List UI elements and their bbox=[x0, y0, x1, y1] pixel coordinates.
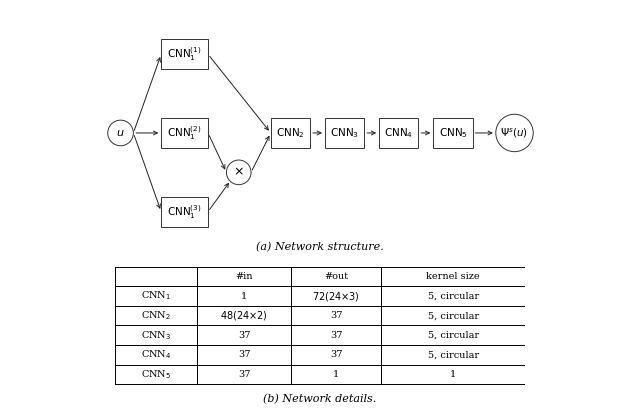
Text: kernel size: kernel size bbox=[426, 272, 480, 281]
Text: $\mathrm{CNN}_1^{(1)}$: $\mathrm{CNN}_1^{(1)}$ bbox=[167, 45, 202, 63]
Text: (b) Network details.: (b) Network details. bbox=[264, 394, 376, 404]
Text: 37: 37 bbox=[330, 350, 342, 359]
Text: $\Psi^s(u)$: $\Psi^s(u)$ bbox=[500, 126, 529, 140]
Text: 37: 37 bbox=[238, 350, 250, 359]
Circle shape bbox=[227, 160, 251, 185]
FancyBboxPatch shape bbox=[161, 197, 208, 226]
FancyBboxPatch shape bbox=[161, 39, 208, 69]
Text: 1: 1 bbox=[450, 370, 456, 379]
Circle shape bbox=[496, 114, 533, 152]
FancyBboxPatch shape bbox=[325, 118, 364, 148]
Text: $72(24{\times}3)$: $72(24{\times}3)$ bbox=[312, 290, 360, 303]
Text: $\mathrm{CNN}_5$: $\mathrm{CNN}_5$ bbox=[438, 126, 467, 140]
FancyBboxPatch shape bbox=[433, 118, 473, 148]
Text: 1: 1 bbox=[241, 292, 247, 301]
Text: CNN$_4$: CNN$_4$ bbox=[141, 349, 172, 361]
Text: 37: 37 bbox=[330, 311, 342, 320]
FancyBboxPatch shape bbox=[161, 118, 208, 148]
Text: CNN$_1$: CNN$_1$ bbox=[141, 290, 172, 302]
Text: 5, circular: 5, circular bbox=[428, 331, 479, 340]
Text: $\times$: $\times$ bbox=[234, 166, 244, 179]
FancyBboxPatch shape bbox=[271, 118, 310, 148]
Text: $\mathrm{CNN}_1^{(3)}$: $\mathrm{CNN}_1^{(3)}$ bbox=[167, 203, 202, 221]
Circle shape bbox=[108, 120, 133, 146]
Text: $\mathrm{CNN}_3$: $\mathrm{CNN}_3$ bbox=[330, 126, 359, 140]
Text: 37: 37 bbox=[238, 370, 250, 379]
Text: 5, circular: 5, circular bbox=[428, 350, 479, 359]
Text: 1: 1 bbox=[333, 370, 339, 379]
Text: 5, circular: 5, circular bbox=[428, 311, 479, 320]
Text: #out: #out bbox=[324, 272, 348, 281]
Text: $\mathrm{CNN}_1^{(2)}$: $\mathrm{CNN}_1^{(2)}$ bbox=[167, 124, 202, 142]
Text: CNN$_2$: CNN$_2$ bbox=[141, 309, 172, 322]
Text: $48(24{\times}2)$: $48(24{\times}2)$ bbox=[220, 309, 268, 322]
Text: $u$: $u$ bbox=[116, 128, 125, 138]
Text: CNN$_3$: CNN$_3$ bbox=[141, 329, 172, 342]
Text: $\mathrm{CNN}_4$: $\mathrm{CNN}_4$ bbox=[384, 126, 413, 140]
Text: $\mathrm{CNN}_2$: $\mathrm{CNN}_2$ bbox=[276, 126, 305, 140]
Text: CNN$_5$: CNN$_5$ bbox=[141, 368, 172, 381]
Text: 5, circular: 5, circular bbox=[428, 292, 479, 301]
Text: 37: 37 bbox=[238, 331, 250, 340]
Text: 37: 37 bbox=[330, 331, 342, 340]
FancyBboxPatch shape bbox=[379, 118, 419, 148]
Text: (a) Network structure.: (a) Network structure. bbox=[256, 242, 384, 252]
Text: #in: #in bbox=[236, 272, 253, 281]
